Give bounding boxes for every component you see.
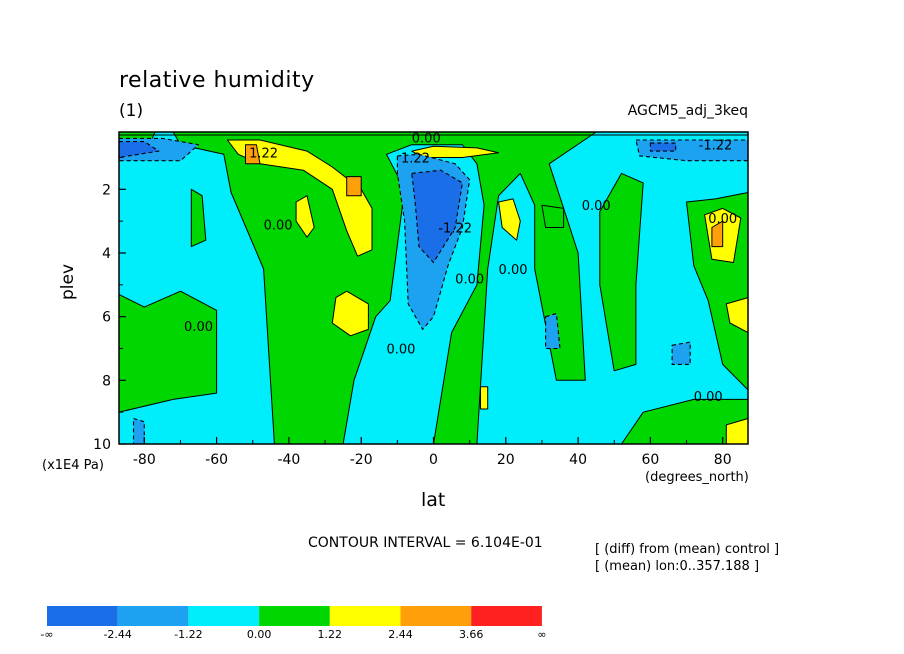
x-tick-label: -20: [350, 452, 373, 468]
contour-label: 1.22: [401, 151, 430, 166]
region-27: [411, 169, 463, 264]
run-label: AGCM5_adj_3keq: [627, 103, 748, 119]
note-mean: [ (mean) lon:0..357.188 ]: [595, 559, 760, 574]
colorbar-swatch: [259, 606, 330, 626]
x-tick-label: 0: [429, 452, 438, 468]
y-tick-label: 10: [93, 437, 111, 453]
contour-label: -1.22: [438, 222, 472, 237]
contour-label: 0.00: [455, 272, 484, 287]
colorbar-label: ∞: [537, 628, 546, 641]
colorbar-label: 3.66: [459, 628, 484, 641]
region-7: [190, 188, 207, 248]
region-18: [245, 144, 261, 165]
region-12: [295, 195, 315, 238]
region-9: [226, 139, 373, 257]
x-tick-label: 40: [569, 452, 587, 468]
region-2: [599, 172, 644, 372]
chart-title: relative humidity: [119, 68, 315, 93]
colorbar-swatch: [117, 606, 189, 626]
region-4: [118, 290, 218, 413]
region-20: [711, 220, 724, 248]
colorbar-swatch: [47, 606, 118, 626]
colorbar-label: 1.22: [318, 628, 343, 641]
contour-label: 0.00: [582, 199, 611, 214]
note-diff: [ (diff) from (mean) control ]: [595, 542, 780, 557]
colorbar-swatch: [400, 606, 472, 626]
chart-subtitle: (1): [119, 101, 144, 121]
region-26: [132, 417, 145, 445]
y-tick-label: 8: [102, 373, 111, 389]
y-tick-label: 6: [102, 310, 111, 326]
y-axis-label: plev: [58, 263, 78, 300]
colorbar-swatch: [471, 606, 542, 626]
x-tick-label: 80: [714, 452, 732, 468]
colorbar: -∞ -2.44 -1.22 0.00 1.22 2.44 3.66 ∞: [40, 606, 546, 641]
region-19: [346, 176, 362, 197]
colorbar-swatch: [188, 606, 260, 626]
contour-label: -1.22: [699, 139, 733, 154]
region-8: [541, 204, 565, 228]
region-28: [118, 141, 160, 159]
y-tick-label: 2: [102, 182, 111, 198]
x-tick-label: 60: [641, 452, 659, 468]
region-11: [331, 290, 369, 337]
contour-label: 0.00: [694, 390, 723, 405]
region-25: [671, 341, 691, 365]
region-29: [649, 142, 677, 152]
x-tick-label: -80: [133, 452, 156, 468]
colorbar-swatch: [329, 606, 401, 626]
axis-ticks: -80 -60 -40 -20 0 20 40 60 80 2 4 6 8 10: [93, 156, 732, 468]
filled-regions: [118, 131, 749, 445]
plot-frame: [118, 131, 749, 445]
colorbar-label: 2.44: [388, 628, 413, 641]
contour-label: 0.00: [412, 132, 441, 147]
contour-label: 1.22: [249, 147, 278, 162]
colorbar-label: 0.00: [247, 628, 272, 641]
contour-labels: 0.00 1.22 1.22 -1.22 0.00 -1.22 0.00 0.00 0.00 0.…: [184, 132, 737, 406]
colorbar-label: -2.44: [103, 628, 131, 641]
region-24: [545, 312, 561, 350]
region-16: [480, 386, 489, 410]
contour-label: 0.00: [264, 218, 293, 233]
x-axis-unit: (degrees_north): [645, 470, 749, 485]
y-axis-unit: (x1E4 Pa): [42, 458, 104, 473]
x-tick-label: 20: [497, 452, 515, 468]
x-tick-label: -60: [205, 452, 228, 468]
x-tick-label: -40: [277, 452, 300, 468]
contour-label: 0.00: [386, 342, 415, 357]
colorbar-label: -∞: [40, 628, 53, 641]
contour-interval: CONTOUR INTERVAL = 6.104E-01: [308, 535, 543, 551]
contour-label: 0.00: [184, 320, 213, 335]
region-13: [498, 198, 521, 241]
x-axis-label: lat: [421, 489, 446, 511]
contour-label: 0.00: [708, 212, 737, 227]
y-tick-label: 4: [102, 246, 111, 262]
contour-label: 0.00: [499, 263, 528, 278]
colorbar-label: -1.22: [174, 628, 202, 641]
